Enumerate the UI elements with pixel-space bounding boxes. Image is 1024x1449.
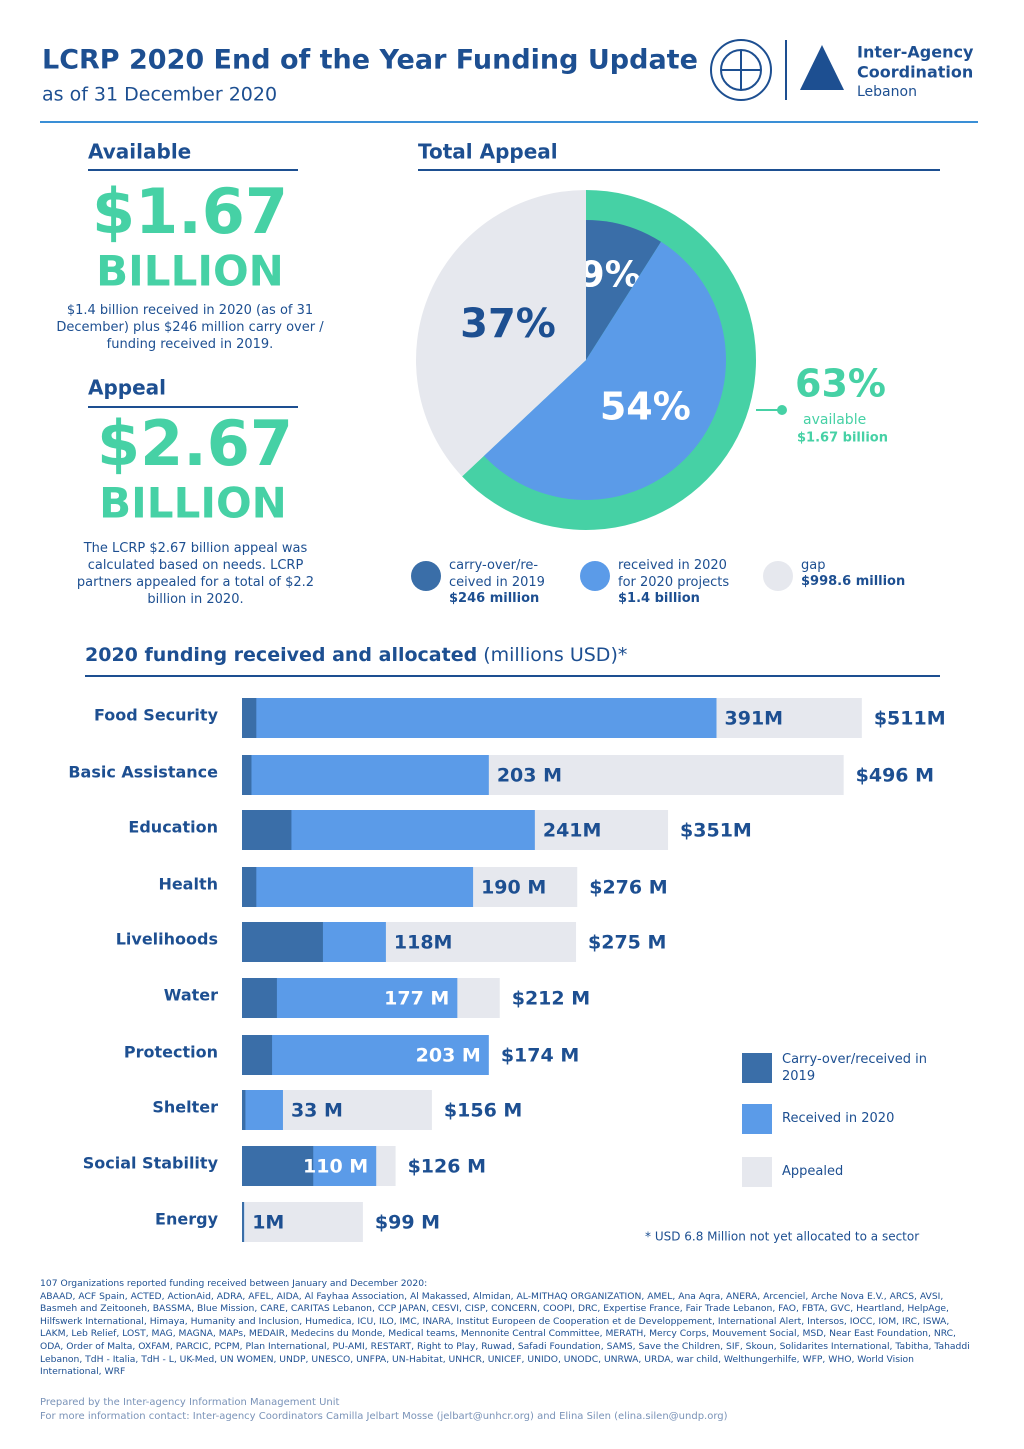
pie-slice xyxy=(483,241,726,501)
contact: For more information contact: Inter-agen… xyxy=(40,1411,728,1422)
category-label: Basic Assistance xyxy=(68,763,218,782)
unit-label: (millions USD)* xyxy=(483,644,627,666)
subtitle: as of 31 December 2020 xyxy=(42,84,277,106)
bar xyxy=(243,755,489,795)
slice-label: 54% xyxy=(600,385,691,429)
legend-label: carry-over/re-ceived in 2019 xyxy=(449,558,545,590)
logo-text: Inter-Agency xyxy=(857,43,974,62)
big-number: $2.67 xyxy=(97,407,293,480)
legend-label: Received in 2020 xyxy=(782,1111,895,1126)
legend-swatch xyxy=(411,561,441,591)
received-label: 190 M xyxy=(481,877,546,899)
legend-amount: $998.6 million xyxy=(801,574,906,589)
orgs-intro: 107 Organizations reported funding recei… xyxy=(40,1278,428,1289)
bar xyxy=(243,810,535,850)
category-label: Protection xyxy=(124,1043,218,1062)
section-heading: Available xyxy=(88,140,191,164)
category-label: Social Stability xyxy=(83,1154,219,1173)
bar xyxy=(243,810,292,850)
legend-swatch xyxy=(742,1053,772,1083)
received-label: 391M xyxy=(725,708,784,730)
pie-slice xyxy=(586,220,662,360)
appealed-label: $496 M xyxy=(856,765,934,787)
legend-label: Appealed xyxy=(782,1164,844,1179)
appealed-label: $174 M xyxy=(501,1045,579,1067)
legend-label: received in 2020 for 2020 projects xyxy=(618,558,730,590)
connector-dot xyxy=(777,405,787,415)
bar xyxy=(243,755,252,795)
received-label: 203 M xyxy=(497,765,562,787)
prepared: Prepared by the Inter-agency Information… xyxy=(40,1397,340,1408)
bar xyxy=(243,978,277,1018)
bar-title: 2020 funding received and allocated xyxy=(85,644,477,666)
received-label: 177 M xyxy=(384,988,449,1010)
un-logo xyxy=(710,39,772,101)
appealed-label: $156 M xyxy=(444,1100,522,1122)
legend-label: Carry-over/received in 2019 xyxy=(782,1052,928,1084)
bar xyxy=(243,1035,489,1075)
orgs-list: ABAAD, ACF Spain, ACTED, ActionAid, ADRA… xyxy=(40,1290,970,1378)
section-heading: Total Appeal xyxy=(418,140,558,164)
legend-amount: $246 million xyxy=(449,591,540,606)
legend-label: gap xyxy=(801,558,826,573)
category-label: Education xyxy=(128,818,218,837)
logo-text: Lebanon xyxy=(857,84,917,100)
title: LCRP 2020 End of the Year Funding Update xyxy=(42,45,698,76)
received-label: 33 M xyxy=(291,1100,343,1122)
slice-label: 37% xyxy=(460,301,556,347)
legend-swatch xyxy=(742,1104,772,1134)
section-heading: Appeal xyxy=(88,376,166,400)
bar xyxy=(243,698,717,738)
received-label: 203 M xyxy=(416,1045,481,1067)
received-label: 241M xyxy=(543,820,602,842)
slice-label: 9% xyxy=(580,255,641,296)
legend-swatch xyxy=(580,561,610,591)
appealed-label: $275 M xyxy=(588,932,666,954)
appeal-note: The LCRP $2.67 billion appeal was calcul… xyxy=(76,541,315,607)
bar xyxy=(243,1090,283,1130)
category-label: Shelter xyxy=(152,1098,218,1117)
cedar-logo xyxy=(800,45,844,90)
legend-amount: $1.4 billion xyxy=(618,591,700,606)
note: * USD 6.8 Million not yet allocated to a… xyxy=(645,1230,919,1244)
category-label: Health xyxy=(158,875,218,894)
appealed-label: $126 M xyxy=(408,1156,486,1178)
bar xyxy=(243,867,257,907)
legend-swatch xyxy=(763,561,793,591)
bar xyxy=(243,978,458,1018)
bar xyxy=(243,1146,314,1186)
received-label: 1M xyxy=(252,1212,284,1234)
appealed-label: $99 M xyxy=(375,1212,440,1234)
logo-text: Coordination xyxy=(857,63,973,82)
received-label: 118M xyxy=(394,932,453,954)
category-label: Food Security xyxy=(94,706,219,725)
pie-slice xyxy=(415,190,586,477)
bar xyxy=(243,1090,246,1130)
legend-swatch xyxy=(742,1157,772,1187)
big-number: $1.67 xyxy=(92,175,288,248)
big-unit: BILLION xyxy=(96,247,284,296)
ring-label: available xyxy=(803,412,866,428)
category-label: Livelihoods xyxy=(116,930,218,949)
bar xyxy=(243,1035,273,1075)
category-label: Water xyxy=(164,986,218,1005)
bar xyxy=(243,698,257,738)
ring-amount: $1.67 billion xyxy=(797,431,888,446)
appealed-label: $276 M xyxy=(589,877,667,899)
received-label: 110 M xyxy=(303,1156,368,1178)
category-label: Energy xyxy=(155,1210,219,1229)
appealed-label: $511M xyxy=(874,708,946,730)
appealed-label: $212 M xyxy=(512,988,590,1010)
ring-value: 63% xyxy=(795,362,886,406)
appealed-label: $351M xyxy=(680,820,752,842)
section-heading: 2020 funding received and allocated (mill… xyxy=(85,644,627,666)
bar xyxy=(243,867,474,907)
footer-orgs: 107 Organizations reported funding recei… xyxy=(40,1278,975,1379)
available-note: $1.4 billion received in 2020 (as of 31 … xyxy=(56,303,324,352)
bar xyxy=(243,922,323,962)
big-unit: BILLION xyxy=(99,479,287,528)
bar xyxy=(243,1202,363,1242)
